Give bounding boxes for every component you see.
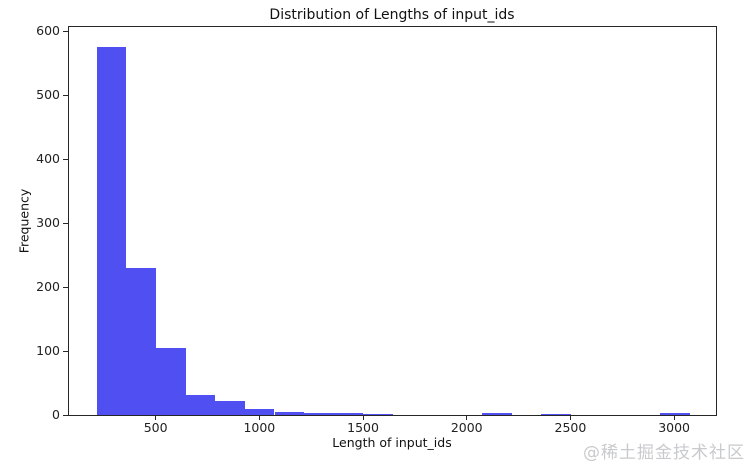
x-tick-label: 1500: [347, 420, 379, 435]
x-tick-mark: [466, 416, 468, 420]
y-tick-label: 200: [36, 279, 60, 295]
x-tick-label: 500: [143, 420, 168, 435]
x-axis-label: Length of input_ids: [332, 435, 452, 450]
histogram-bar: [185, 395, 216, 415]
x-tick-label: 2000: [450, 420, 483, 435]
y-tick-mark: [63, 222, 68, 224]
x-tick-mark: [673, 416, 675, 420]
x-tick-mark: [258, 416, 260, 420]
y-tick-mark: [63, 286, 68, 288]
x-tick-label: 1000: [243, 420, 276, 435]
histogram-bar: [541, 414, 572, 415]
y-tick-label: 0: [52, 407, 60, 422]
x-tick-mark: [362, 416, 364, 420]
x-tick-label: 2500: [554, 420, 587, 435]
y-tick-label: 500: [36, 87, 60, 103]
histogram-bar: [244, 409, 275, 415]
y-tick-mark: [63, 158, 68, 160]
y-tick-mark: [63, 94, 68, 96]
y-tick-mark: [63, 350, 68, 352]
histogram-bar: [660, 413, 690, 415]
y-tick-label: 300: [36, 215, 60, 231]
histogram-bar: [363, 413, 394, 415]
x-tick-mark: [155, 416, 157, 420]
y-tick-mark: [63, 414, 68, 416]
y-tick-label: 100: [36, 343, 60, 359]
y-tick-mark: [63, 30, 68, 32]
histogram-bar: [304, 413, 334, 415]
histogram-bar: [333, 413, 364, 415]
plot-area: [68, 26, 717, 416]
chart-title: Distribution of Lengths of input_ids: [269, 7, 515, 23]
histogram-bar: [482, 413, 512, 415]
y-tick-label: 400: [36, 151, 60, 167]
histogram-bar: [96, 47, 127, 415]
x-tick-mark: [569, 416, 571, 420]
histogram-bar: [215, 400, 245, 415]
histogram-bar: [155, 347, 186, 415]
watermark: @稀土掘金技术社区: [583, 443, 745, 463]
histogram-bar: [126, 267, 156, 415]
y-tick-label: 600: [36, 23, 60, 39]
x-tick-label: 3000: [658, 420, 691, 435]
histogram-bar: [274, 411, 305, 415]
